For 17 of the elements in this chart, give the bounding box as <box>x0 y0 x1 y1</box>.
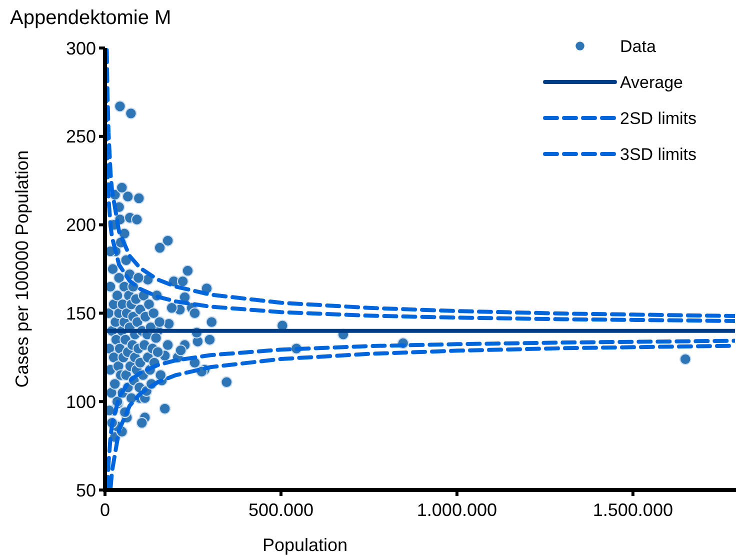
chart-title: Appendektomie M <box>10 7 172 29</box>
x-tick-label: 1.000.000 <box>416 500 497 520</box>
y-tick-label: 150 <box>66 304 96 324</box>
x-tick-label: 500.000 <box>248 500 314 520</box>
legend-label: 2SD limits <box>620 108 697 128</box>
x-tick-label: 0 <box>100 500 110 520</box>
y-axis-title: Cases per 100000 Population <box>12 150 32 388</box>
legend-label: 3SD limits <box>620 144 697 164</box>
legend-label: Data <box>620 36 656 56</box>
y-tick-label: 250 <box>66 126 96 147</box>
y-tick-label: 200 <box>66 215 96 236</box>
y-tick-label: 100 <box>66 392 96 412</box>
y-tick-label: 50 <box>76 480 96 500</box>
x-axis-title: Population <box>262 535 348 555</box>
y-tick-label: 300 <box>66 38 96 58</box>
x-tick-label: 1.500.000 <box>592 500 673 520</box>
legend-label: Average <box>620 72 684 92</box>
